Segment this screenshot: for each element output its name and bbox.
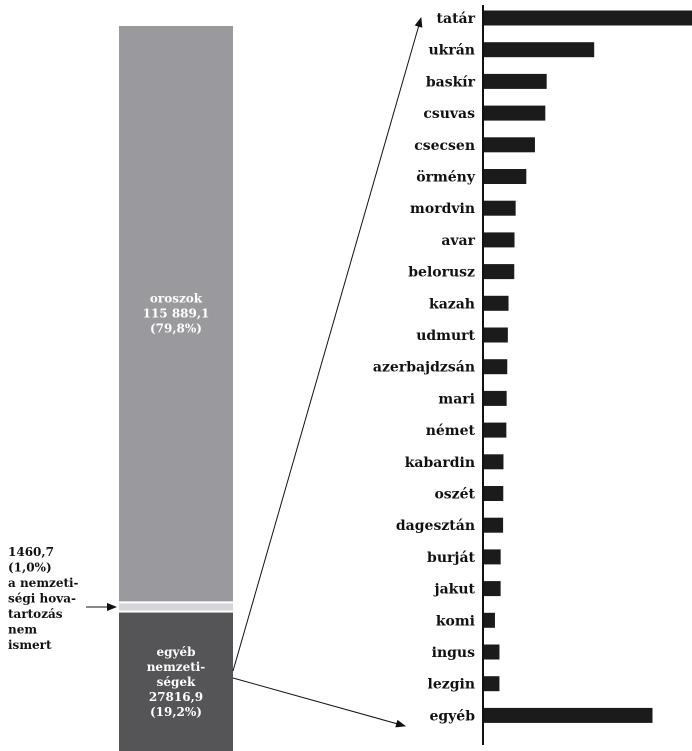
bar-9 bbox=[484, 295, 509, 311]
column-label-orosz-0: oroszok bbox=[150, 292, 203, 306]
category-label-5: örmény bbox=[416, 170, 476, 186]
breakdown-labels: tatár ukrán baskír csuvas csecsen örmény mordv… bbox=[373, 11, 476, 724]
category-label-18: jakut bbox=[433, 582, 476, 598]
category-label-19: komi bbox=[436, 613, 475, 629]
category-label-1: ukrán bbox=[428, 43, 475, 59]
category-label-3: csuvas bbox=[423, 106, 475, 122]
bar-4 bbox=[484, 137, 535, 153]
bar-14 bbox=[484, 454, 504, 470]
column-label-orosz-1: 115 889,1 bbox=[143, 307, 210, 321]
breakdown-bars bbox=[484, 10, 692, 723]
bar-1 bbox=[484, 42, 595, 58]
bar-10 bbox=[484, 327, 508, 343]
arrow-to-top bbox=[232, 17, 423, 672]
category-label-4: csecsen bbox=[414, 138, 475, 154]
bar-0 bbox=[484, 10, 692, 26]
category-label-8: belorusz bbox=[408, 265, 475, 281]
bar-13 bbox=[484, 422, 507, 438]
column-label-egyeb-3: 27816,9 bbox=[149, 690, 203, 704]
bar-22 bbox=[484, 707, 653, 723]
unknown-nationality-note: 1460,7 (1,0%)a nemzeti-ségi hova-tartozás… bbox=[8, 545, 79, 652]
bar-2 bbox=[484, 73, 547, 89]
category-label-13: német bbox=[426, 423, 476, 439]
column-segment-egyeb bbox=[119, 612, 233, 751]
category-label-17: burját bbox=[427, 550, 475, 566]
category-label-0: tatár bbox=[437, 11, 476, 27]
category-label-6: mordvin bbox=[410, 201, 475, 217]
category-label-15: oszét bbox=[434, 487, 475, 503]
bar-7 bbox=[484, 232, 515, 248]
category-label-11: azerbajdzsán bbox=[373, 360, 475, 376]
unknown-note-line-3: ségi hova- bbox=[8, 592, 76, 606]
unknown-note-line-4: tartozás bbox=[8, 607, 63, 621]
category-label-2: baskír bbox=[426, 74, 476, 90]
column-label-egyeb-1: nemzeti- bbox=[147, 660, 206, 674]
column-segment-orosz bbox=[119, 26, 233, 602]
column-label-egyeb-2: ségek bbox=[157, 675, 196, 689]
category-label-20: ingus bbox=[432, 645, 475, 661]
bar-20 bbox=[484, 644, 500, 660]
column-label-egyeb-0: egyéb bbox=[156, 645, 195, 659]
bar-8 bbox=[484, 264, 515, 280]
category-label-16: dagesztán bbox=[396, 518, 475, 534]
bar-15 bbox=[484, 486, 504, 501]
bar-21 bbox=[484, 676, 500, 692]
bar-11 bbox=[484, 359, 508, 375]
category-label-9: kazah bbox=[429, 296, 475, 312]
bar-12 bbox=[484, 390, 507, 406]
unknown-note-line-0: 1460,7 bbox=[8, 545, 54, 559]
bar-3 bbox=[484, 105, 546, 121]
bar-19 bbox=[484, 612, 495, 628]
unknown-note-line-2: a nemzeti- bbox=[8, 576, 79, 590]
category-label-22: egyéb bbox=[429, 708, 475, 724]
category-label-7: avar bbox=[441, 233, 475, 249]
bar-5 bbox=[484, 169, 527, 184]
unknown-note-line-6: ismert bbox=[8, 638, 52, 652]
bar-6 bbox=[484, 200, 516, 216]
unknown-note-line-1: (1,0%) bbox=[8, 561, 52, 575]
arrow-to-bottom bbox=[232, 677, 406, 728]
column-segment-ismeretlen bbox=[119, 603, 233, 611]
column-label-egyeb-4: (19,2%) bbox=[150, 705, 202, 719]
bar-17 bbox=[484, 549, 501, 565]
bar-16 bbox=[484, 517, 504, 533]
category-label-12: mari bbox=[438, 391, 475, 407]
stacked-column bbox=[86, 26, 233, 751]
column-label-orosz-2: (79,8%) bbox=[150, 322, 202, 336]
bar-18 bbox=[484, 581, 501, 597]
unknown-note-line-5: nem bbox=[8, 623, 37, 637]
category-label-21: lezgin bbox=[428, 677, 475, 693]
category-label-14: kabardin bbox=[405, 455, 475, 471]
category-label-10: udmurt bbox=[416, 328, 475, 344]
